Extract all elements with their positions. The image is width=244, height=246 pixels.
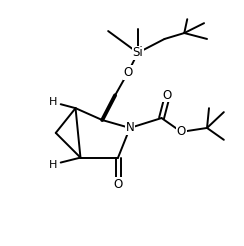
- Text: Si: Si: [132, 46, 143, 59]
- Text: H: H: [49, 97, 57, 107]
- Text: O: O: [113, 178, 123, 191]
- Text: N: N: [125, 122, 134, 135]
- Text: O: O: [163, 89, 172, 102]
- Text: H: H: [49, 159, 57, 169]
- Text: O: O: [177, 125, 186, 138]
- Text: O: O: [123, 66, 132, 79]
